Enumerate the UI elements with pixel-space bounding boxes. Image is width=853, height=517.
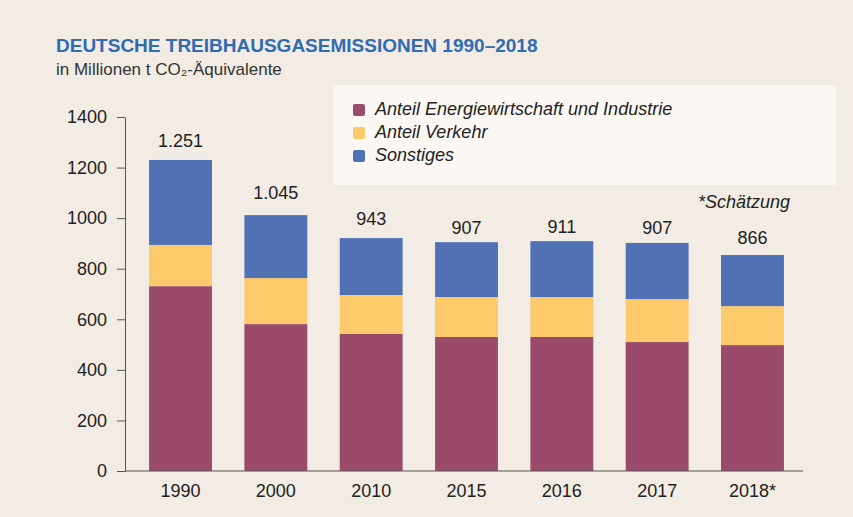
bar [149, 160, 212, 245]
bar [149, 286, 212, 471]
x-tick-label: 2016 [542, 481, 582, 501]
x-tick-label: 2000 [256, 481, 296, 501]
total-label: 866 [737, 228, 767, 248]
x-tick-label: 1990 [160, 481, 200, 501]
bars [149, 160, 784, 471]
title: DEUTSCHE TREIBHAUSGASEMISSIONEN 1990–201… [56, 35, 537, 56]
x-tick: 2018* [729, 471, 776, 501]
y-tick-mark [117, 218, 125, 219]
x-tick: 2010 [351, 471, 391, 501]
y-tick: 800 [77, 259, 125, 279]
x-tick: 2017 [637, 471, 677, 501]
bar [626, 342, 689, 471]
bar [244, 278, 307, 324]
total-label: 907 [642, 218, 672, 238]
y-tick-label: 600 [77, 310, 107, 330]
y-tick-mark [117, 117, 125, 118]
x-tick-label: 2015 [446, 481, 486, 501]
background [0, 0, 853, 517]
x-axis-line [125, 471, 803, 472]
y-tick: 200 [77, 411, 125, 431]
y-axis: 0 200 400 600 800 1000 1200 1400 [67, 107, 126, 481]
y-tick: 1400 [67, 107, 125, 127]
bar [530, 337, 593, 471]
y-tick: 400 [77, 360, 125, 380]
y-tick-label: 0 [97, 461, 107, 481]
total-label: 1.251 [158, 131, 203, 151]
bar [721, 345, 784, 471]
total-label: 911 [547, 217, 576, 237]
bar [149, 245, 212, 286]
bar [626, 243, 689, 299]
total-label: 907 [451, 218, 481, 238]
y-tick-mark [117, 168, 125, 169]
bar [244, 324, 307, 471]
x-axis: 1990 2000 2010 2015 2016 2017 2018* [125, 471, 803, 501]
chart: DEUTSCHE TREIBHAUSGASEMISSIONEN 1990–201… [0, 0, 853, 517]
legend-label: Anteil Energiewirtschaft und Industrie [374, 99, 672, 119]
bar [435, 297, 498, 337]
x-tick: 2016 [542, 471, 582, 501]
legend-label: Anteil Verkehr [374, 122, 488, 142]
bar [340, 238, 403, 295]
y-tick: 0 [97, 461, 125, 481]
bar [244, 215, 307, 278]
y-tick-label: 1400 [67, 107, 107, 127]
legend-label: Sonstiges [375, 145, 454, 165]
total-label: 1.045 [253, 183, 298, 203]
y-tick-mark [117, 370, 125, 371]
bar [340, 334, 403, 471]
y-tick: 1200 [67, 158, 125, 178]
legend-swatch [353, 104, 365, 116]
legend: Anteil Energiewirtschaft und Industrie An… [333, 85, 836, 185]
bar [340, 295, 403, 334]
bar [530, 297, 593, 337]
series [149, 286, 784, 471]
y-tick-label: 400 [77, 360, 107, 380]
bar [435, 337, 498, 471]
y-tick-mark [117, 319, 125, 320]
y-axis-line [125, 118, 126, 472]
y-tick-label: 1000 [67, 208, 107, 228]
x-tick: 2015 [446, 471, 486, 501]
y-tick-mark [117, 269, 125, 270]
legend-swatch [353, 150, 365, 162]
x-tick: 1990 [160, 471, 200, 501]
y-tick: 600 [77, 310, 125, 330]
x-tick-label: 2010 [351, 481, 391, 501]
subtitle: in Millionen t CO₂-Äquivalente [56, 60, 282, 79]
x-tick-label: 2017 [637, 481, 677, 501]
y-tick: 1000 [67, 208, 125, 228]
y-tick-mark [117, 471, 125, 472]
y-tick-label: 1200 [67, 158, 107, 178]
bar [435, 242, 498, 297]
bar [721, 306, 784, 345]
bar [626, 299, 689, 342]
y-tick-label: 200 [77, 411, 107, 431]
bar [530, 241, 593, 297]
y-tick-label: 800 [77, 259, 107, 279]
legend-swatch [353, 127, 365, 139]
x-tick-label: 2018* [729, 481, 776, 501]
y-tick-mark [117, 420, 125, 421]
annotation: *Schätzung [698, 192, 790, 212]
bar [721, 255, 784, 306]
x-tick: 2000 [256, 471, 296, 501]
legend-box [333, 85, 836, 185]
total-label: 943 [356, 209, 386, 229]
